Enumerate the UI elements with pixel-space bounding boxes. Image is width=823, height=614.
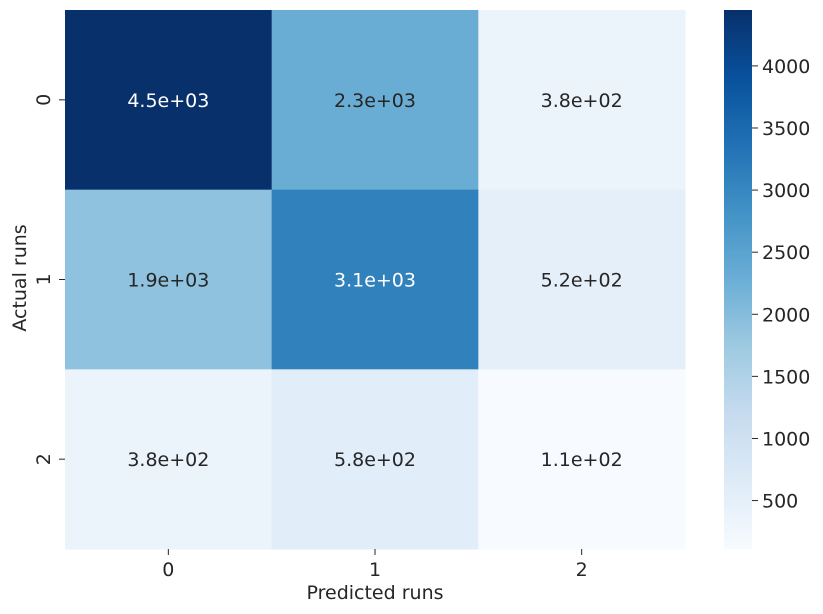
heatmap-cell-r1-c1 [271,189,479,370]
heatmap-cell-label-r0-c2: 3.8e+02 [541,90,623,112]
y-axis-ticks: 0 1 2 [33,94,65,465]
heatmap-cell-label-r1-c1: 3.1e+03 [334,270,416,292]
heatmap-cell-label-r1-c0: 1.9e+03 [127,270,209,292]
heatmap-cell-label-r1-c2: 5.2e+02 [541,270,623,292]
heatmap-cells [65,10,686,550]
y-tick-label-1: 1 [33,273,55,285]
heatmap-cell-r2-c2 [478,369,686,550]
heatmap-cell-r1-c2 [478,189,686,370]
y-axis-label: Actual runs [9,224,31,331]
x-tick-label-0: 0 [162,559,174,581]
x-axis-label: Predicted runs [306,582,443,604]
heatmap-cell-label-r0-c0: 4.5e+03 [127,90,209,112]
heatmap-cell-r2-c0 [65,369,273,550]
colorbar-tick-label-1: 1000 [762,428,810,450]
x-axis-ticks: 0 1 2 [162,549,588,581]
colorbar-tick-label-3: 2000 [762,304,810,326]
heatmap-cell-r0-c0 [65,10,273,191]
colorbar-tick-label-4: 2500 [762,242,810,264]
colorbar-tick-label-6: 3500 [762,118,810,140]
y-tick-label-2: 2 [33,453,55,465]
heatmap-cell-label-r2-c0: 3.8e+02 [127,449,209,471]
y-tick-label-0: 0 [33,94,55,106]
heatmap-cell-labels: 4.5e+03 2.3e+03 3.8e+02 1.9e+03 3.1e+03 5.2e+… [127,90,622,471]
colorbar: 500 1000 1500 2000 2500 3000 3500 4000 [724,10,810,549]
heatmap-cell-label-r2-c1: 5.8e+02 [334,449,416,471]
heatmap-cell-label-r2-c2: 1.1e+02 [541,449,623,471]
heatmap-cell-r0-c2 [478,10,686,191]
colorbar-tick-label-0: 500 [762,491,798,513]
colorbar-tick-label-7: 4000 [762,56,810,78]
x-tick-label-2: 2 [576,559,588,581]
x-tick-label-1: 1 [369,559,381,581]
colorbar-gradient [724,10,752,549]
colorbar-tick-label-2: 1500 [762,366,810,388]
colorbar-ticks: 500 1000 1500 2000 2500 3000 3500 4000 [752,56,810,513]
heatmap-cell-r0-c1 [271,10,479,191]
heatmap-cell-label-r0-c1: 2.3e+03 [334,90,416,112]
heatmap-cell-r1-c0 [65,189,273,370]
colorbar-tick-label-5: 3000 [762,180,810,202]
heatmap-cell-r2-c1 [271,369,479,550]
